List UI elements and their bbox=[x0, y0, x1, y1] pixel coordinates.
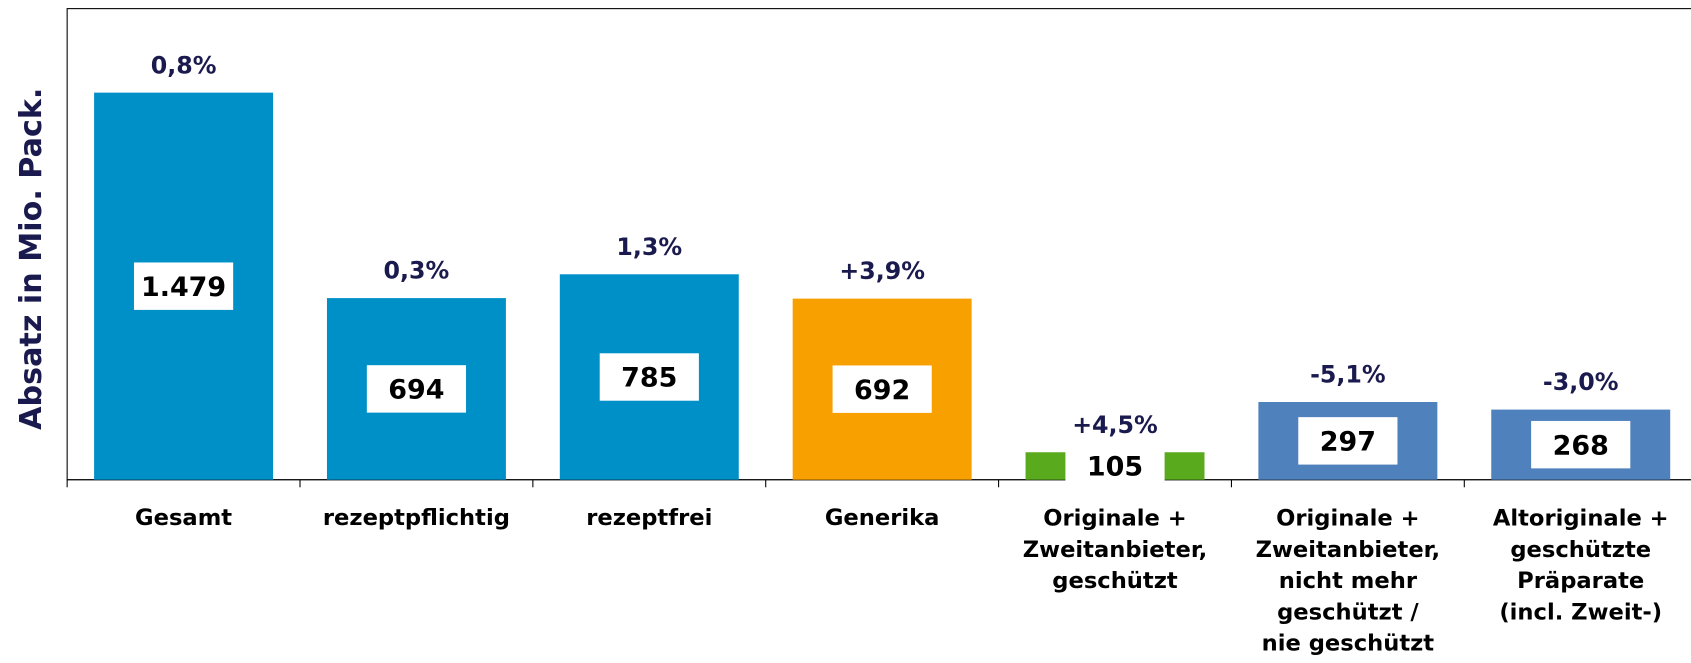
value-label-box bbox=[366, 365, 467, 413]
x-tick-label: Originale + Zweitanbieter, nicht mehr gesch… bbox=[1256, 505, 1440, 656]
change-annotation: +3,9% bbox=[839, 257, 925, 285]
value-label-box bbox=[1531, 420, 1631, 469]
value-label: 692 bbox=[854, 375, 910, 406]
value-label: 297 bbox=[1320, 427, 1376, 458]
change-annotation: 0,3% bbox=[384, 257, 450, 285]
x-tick-label: Gesamt bbox=[135, 505, 232, 531]
change-annotation: -3,0% bbox=[1543, 368, 1619, 396]
value-label-box bbox=[832, 365, 932, 413]
x-tick-label: Altoriginale + geschützte Präparate (incl. … bbox=[1493, 505, 1669, 625]
x-tick-label: rezeptfrei bbox=[586, 505, 712, 531]
change-annotation: +4,5% bbox=[1072, 411, 1158, 439]
value-label: 694 bbox=[388, 375, 444, 406]
change-annotation: -5,1% bbox=[1310, 361, 1386, 389]
value-label: 785 bbox=[621, 363, 677, 394]
y-axis-label: Absatz in Mio. Pack. bbox=[14, 88, 49, 430]
change-annotation: 1,3% bbox=[616, 233, 682, 261]
value-label: 1.479 bbox=[141, 272, 226, 303]
value-label-box bbox=[599, 353, 699, 401]
value-label: 105 bbox=[1087, 452, 1143, 483]
change-annotation: 0,8% bbox=[151, 51, 217, 79]
value-label-box bbox=[1298, 417, 1398, 465]
value-label-box bbox=[1065, 442, 1165, 490]
x-tick-label: Originale + Zweitanbieter, geschützt bbox=[1023, 505, 1207, 594]
value-label: 268 bbox=[1553, 430, 1609, 461]
x-tick-label: rezeptpflichtig bbox=[323, 505, 510, 531]
x-tick-label: Generika bbox=[825, 505, 940, 531]
value-label-box bbox=[133, 262, 234, 310]
